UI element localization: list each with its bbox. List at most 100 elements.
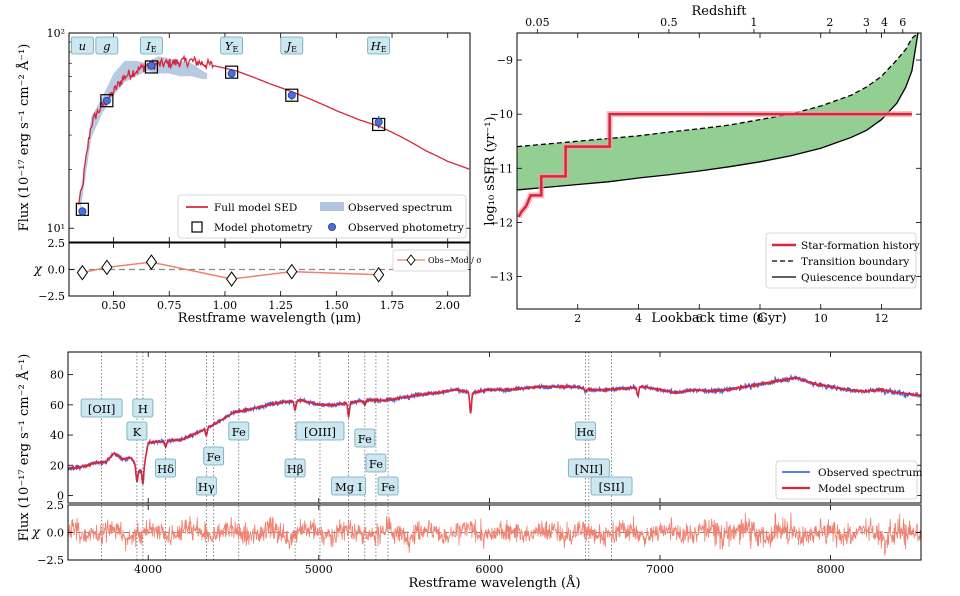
sed-observed-photometry-point — [102, 96, 111, 105]
sed-band-label-box — [280, 36, 304, 55]
sfh-y-tick-label: −12 — [490, 216, 513, 229]
sfh-plot-area — [517, 33, 919, 219]
sed-band-label-box — [70, 36, 94, 55]
sfh-quiescence-boundary — [517, 33, 919, 191]
sfh-history-line — [517, 112, 912, 218]
sfh-legend: Star-formation history Transition boundar… — [765, 232, 920, 289]
spectrum-line-label: [OII] — [80, 398, 123, 418]
spectrum-y-tick-label: 60 — [50, 399, 64, 412]
spectrum-line-label-text: Hα — [577, 425, 595, 439]
sed-band-label-text: IE — [145, 39, 157, 54]
sed-residual-marker — [101, 259, 113, 276]
sed-legend-model-label: Full model SED — [214, 202, 297, 214]
spectrum-line-label-text: Mg I — [335, 480, 362, 494]
spectrum-legend-box — [775, 460, 918, 500]
spectrum-y-tick-label: 80 — [50, 369, 64, 382]
spectrum-line-label-text: Fe — [381, 480, 395, 494]
sed-legend-obsphot-label: Observed photometry — [348, 222, 464, 234]
sed-residual-marker — [76, 264, 88, 281]
spectrum-residual-plot-area — [68, 512, 921, 556]
spectrum-line-label-text: Fe — [369, 457, 383, 471]
sfh-x-tick-label: 12 — [875, 312, 889, 325]
sed-residual-x-tick-label: 1.00 — [213, 299, 238, 312]
spectrum-line-label-box — [132, 398, 154, 418]
sed-observed-photometry-point — [374, 118, 383, 127]
spectrum-line-label-box — [354, 428, 376, 448]
sed-legend-spectrum-swatch — [320, 202, 344, 211]
sed-residual-x-tick-label: 0.50 — [101, 299, 126, 312]
spectrum-line-label-text: Hβ — [287, 462, 304, 476]
sfh-x-tick-label: 10 — [814, 312, 828, 325]
spectrum-line-label-box — [203, 446, 225, 466]
sfh-x-tick-label: 6 — [696, 312, 703, 325]
sed-residual-y-tick-label: 2.5 — [48, 237, 66, 250]
sed-band-label: YE — [220, 36, 244, 55]
spectrum-residual-x-tick-label: 8000 — [817, 563, 845, 576]
sed-residual-legend-marker — [406, 254, 416, 266]
sed-band-label: HE — [367, 36, 391, 55]
spectrum-residual-x-tick-label: 6000 — [475, 563, 503, 576]
sed-legend-photometry-label: Model photometry — [214, 222, 312, 234]
sed-residual-marker — [286, 263, 298, 280]
sed-y-tick-label: 10¹ — [47, 222, 65, 235]
spectrum-y-tick-label: 40 — [50, 429, 64, 442]
spectrum-y-tick-label: 20 — [50, 459, 64, 472]
spectrum-line-label-box — [590, 476, 633, 496]
spectrum-model-line — [68, 375, 921, 485]
spectrum-line-label: H — [132, 398, 154, 418]
sfh-top-tick-label: 6 — [899, 16, 906, 29]
spectrum-line-label: Fe — [365, 453, 387, 473]
spectrum-line-label: Mg I — [331, 476, 367, 496]
sed-band-label-text: g — [103, 39, 110, 53]
spectrum-line-label-text: Hδ — [157, 462, 174, 476]
spectrum-line-label: Hδ — [155, 458, 176, 478]
sed-legend-photometry-swatch — [191, 221, 203, 233]
sfh-y-tick-label: −11 — [490, 162, 513, 175]
sfh-x-tick-label: 2 — [574, 312, 581, 325]
spectrum-line-label: Hβ — [284, 458, 306, 478]
spectrum-residual-y-tick-label: −2.5 — [37, 554, 64, 567]
sfh-legend-quiescence-label: Quiescence boundary — [801, 272, 916, 284]
sed-frame — [68, 32, 471, 243]
sed-model-photometry-marker — [144, 60, 159, 74]
sed-residual-marker — [145, 254, 158, 270]
spectrum-line-label-text: [SII] — [599, 480, 625, 494]
spectrum-line-label-text: H — [138, 402, 148, 416]
sed-xlabel: Restframe wavelength (μm) — [178, 311, 361, 326]
spectrum-line-label-text: [OII] — [88, 402, 116, 416]
sfh-top-tick-label: 3 — [863, 16, 870, 29]
sed-residual-x-tick-label: 1.25 — [268, 299, 293, 312]
sed-residual-y-tick-label: 0.0 — [48, 264, 66, 277]
spectrum-line-label: Hγ — [195, 476, 217, 496]
sed-residual-x-tick-label: 0.75 — [157, 299, 182, 312]
sed-y-tick-label: 10² — [47, 27, 65, 40]
sfh-x-tick-label: 8 — [757, 312, 764, 325]
spectrum-line-label-box — [80, 398, 123, 418]
spectrum-residual-y-tick-label: 0.0 — [47, 527, 65, 540]
sed-residual-x-tick-label: 1.50 — [324, 299, 349, 312]
spectrum-line-label: Hα — [575, 421, 596, 441]
sfh-top-tick-label: 2 — [826, 16, 833, 29]
spectrum-frame — [67, 351, 922, 504]
sed-residual-x-tick-label: 2.00 — [435, 299, 460, 312]
sed-band-label: IE — [140, 36, 163, 55]
spectrum-line-label-text: Fe — [232, 425, 246, 439]
sed-band-label-box — [140, 36, 163, 55]
sfh-top-xlabel: Redshift — [691, 4, 747, 19]
sfh-frame — [516, 32, 922, 310]
sed-residual-legend-label: Obs−Mod / σ — [428, 256, 482, 265]
spectrum-line-label-box — [195, 476, 217, 496]
sed-legend-spectrum-label: Observed spectrum — [348, 202, 452, 214]
sed-observed-photometry-point — [147, 61, 156, 70]
sfh-top-tick-label: 0.5 — [660, 16, 678, 29]
sed-residual-legend: Obs−Mod / σ — [392, 249, 482, 272]
spectrum-line-label-box — [365, 453, 387, 473]
sfh-y-tick-label: −10 — [490, 108, 513, 121]
sfh-top-tick-label: 1 — [750, 16, 757, 29]
spectrum-y-tick-label: 0 — [57, 489, 64, 502]
sed-band-label: g — [95, 36, 119, 55]
sfh-green-region — [517, 33, 918, 190]
spectrum-residual-x-tick-label: 4000 — [134, 563, 162, 576]
spectrum-ylabel: Flux (10⁻¹⁷ erg s⁻¹ cm⁻² Å⁻¹) — [16, 354, 32, 542]
